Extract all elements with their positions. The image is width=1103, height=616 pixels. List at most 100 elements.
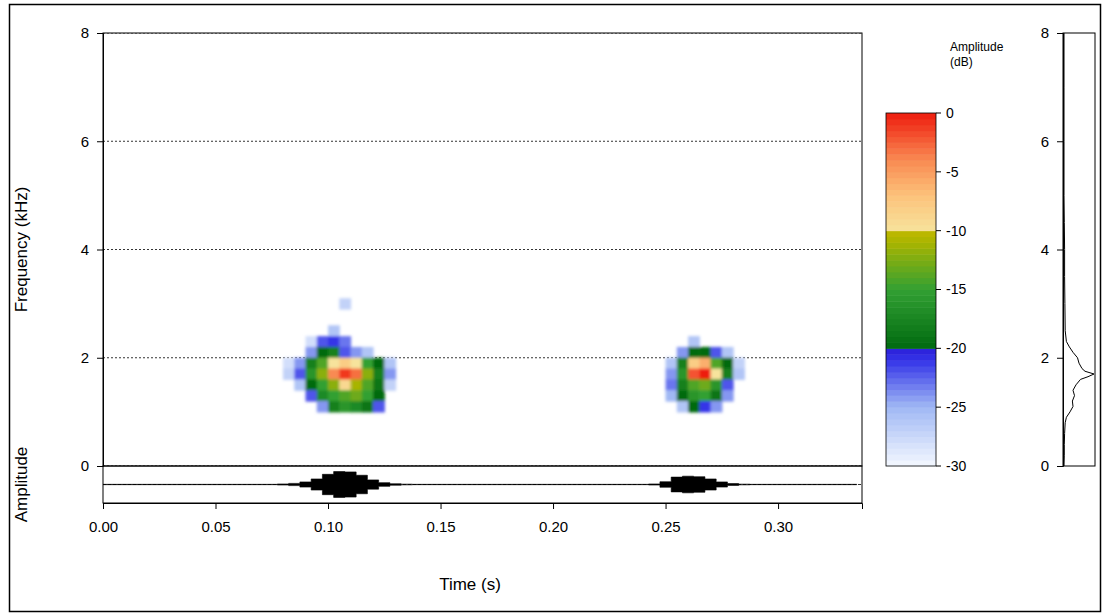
tick-mark: [103, 503, 104, 509]
tick-label: 0: [1041, 457, 1049, 474]
cell: [306, 358, 318, 369]
cell: [362, 358, 374, 369]
background: [0, 0, 1103, 616]
colorbar-swatch: [886, 442, 936, 448]
tick: 0.00: [89, 503, 118, 535]
colorbar-swatch: [886, 254, 936, 260]
tick: 8: [1041, 24, 1063, 41]
cell: [283, 369, 295, 380]
cell: [317, 390, 329, 401]
cell: [294, 379, 306, 390]
colorbar-swatch: [886, 154, 936, 160]
axis-line: [1057, 34, 1064, 467]
cell: [351, 358, 363, 369]
grid-line: [103, 249, 862, 250]
cell: [339, 336, 351, 347]
colorbar-swatch: [886, 189, 936, 195]
tick: 0.20: [539, 503, 568, 535]
tick: 2: [1041, 349, 1063, 366]
waveform-layer: [103, 472, 857, 498]
tick-mark: [1057, 466, 1063, 467]
colorbar-swatch: [886, 125, 936, 131]
colorbar-tick: [936, 289, 941, 290]
colorbar-swatch: [886, 160, 936, 166]
tick-label: 0.25: [651, 518, 680, 535]
cell: [677, 358, 689, 369]
tick-label: 8: [1041, 24, 1049, 41]
cell: [722, 369, 734, 380]
colorbar-tick-label: 0: [946, 105, 954, 121]
tick-label: 6: [81, 133, 89, 150]
colorbar-swatch: [886, 390, 936, 396]
cell: [677, 369, 689, 380]
colorbar-tick-label: -5: [946, 164, 959, 180]
cell: [328, 390, 340, 401]
tick: 0.10: [314, 503, 343, 535]
tick: 0.05: [201, 503, 230, 535]
colorbar-swatch: [886, 437, 936, 443]
tick-label: 0.05: [201, 518, 230, 535]
colorbar-swatch: [886, 266, 936, 272]
cell: [688, 369, 700, 380]
colorbar-swatch: [886, 431, 936, 437]
colorbar-swatch: [886, 372, 936, 378]
colorbar-swatch: [886, 301, 936, 307]
colorbar-swatch: [886, 378, 936, 384]
colorbar-swatch: [886, 413, 936, 419]
cell: [373, 358, 385, 369]
cell: [688, 336, 700, 347]
cell: [362, 369, 374, 380]
tick-mark: [216, 503, 217, 509]
cell: [677, 347, 689, 358]
tick: 0: [81, 457, 103, 474]
tick-mark: [1057, 33, 1063, 34]
tick: 4: [1041, 241, 1063, 258]
colorbar-swatch: [886, 290, 936, 296]
colorbar-swatch: [886, 242, 936, 248]
spectrum-frame: [1063, 33, 1095, 466]
cell: [351, 379, 363, 390]
x-axis-title: Time (s): [439, 575, 501, 594]
colorbar-swatch: [886, 448, 936, 454]
cell: [362, 390, 374, 401]
cell: [317, 401, 329, 412]
axis-line: [104, 504, 863, 510]
colorbar-swatch: [886, 425, 936, 431]
spectrum-axis: 0 2 4 6 8: [1041, 24, 1064, 474]
colorbar-tick: [936, 171, 941, 172]
cell: [351, 369, 363, 380]
cell: [328, 336, 340, 347]
colorbar-swatch: [886, 172, 936, 178]
tick-mark: [328, 503, 329, 509]
cells-layer: [283, 298, 745, 412]
x-axis: 0.000.050.100.150.200.250.30: [89, 503, 863, 535]
cell: [699, 390, 711, 401]
cell: [699, 379, 711, 390]
cell: [351, 390, 363, 401]
waveform-frame: [103, 466, 862, 503]
colorbar-tick-label: -30: [946, 458, 966, 474]
cell: [373, 369, 385, 380]
tick-label: 0: [81, 457, 89, 474]
cell: [294, 358, 306, 369]
cell: [722, 347, 734, 358]
colorbar-swatch: [886, 137, 936, 143]
cell: [711, 369, 723, 380]
colorbar-swatch: [886, 395, 936, 401]
colorbar-swatch: [886, 113, 936, 119]
cell: [351, 401, 363, 412]
tick-label: 4: [81, 241, 89, 258]
tick-mark: [97, 250, 103, 251]
colorbar-swatch: [886, 366, 936, 372]
spectrum-layer: [1064, 33, 1094, 466]
tick: 0: [1041, 457, 1063, 474]
tick-label: 0.15: [426, 518, 455, 535]
colorbar-swatch: [886, 337, 936, 343]
colorbar-swatch: [886, 184, 936, 190]
colorbar-swatch: [886, 278, 936, 284]
tick-label: 6: [1041, 133, 1049, 150]
cell: [688, 358, 700, 369]
cell: [328, 401, 340, 412]
cell: [306, 390, 318, 401]
cell: [339, 298, 351, 309]
